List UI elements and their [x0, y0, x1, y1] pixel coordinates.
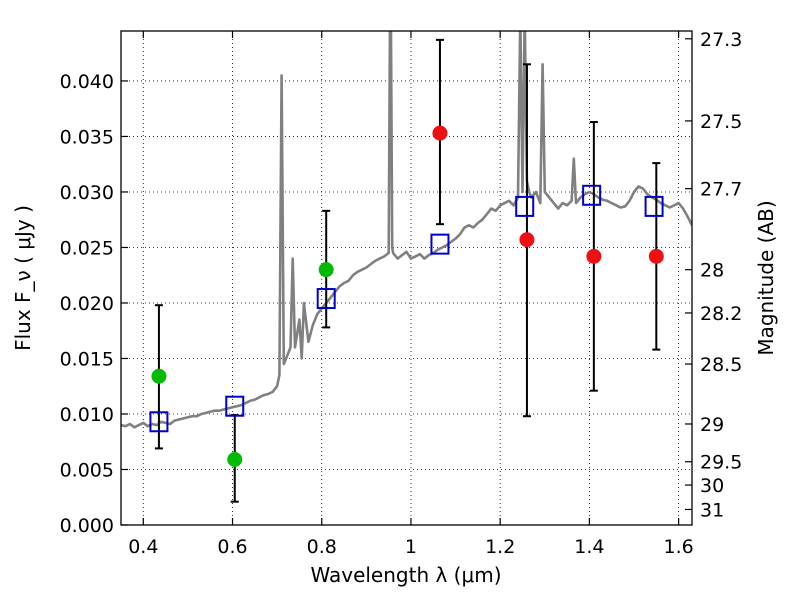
y-tick-label: 0.025 [60, 237, 114, 259]
y-tick-label: 0.005 [60, 459, 114, 481]
y-tick-label: 0.020 [60, 293, 114, 315]
x-tick-label: 1.2 [485, 536, 515, 558]
y-tick-label: 0.040 [60, 71, 114, 93]
nondetection-point [432, 125, 448, 141]
mag-tick-label: 30 [700, 475, 724, 497]
y-tick-label: 0.010 [60, 404, 114, 426]
x-tick-label: 1.4 [574, 536, 604, 558]
spectrum-line [121, 31, 692, 429]
mag-tick-label: 28.5 [700, 354, 742, 376]
detection-point [227, 452, 243, 468]
model-square [316, 288, 336, 310]
mag-tick-label: 28.2 [700, 303, 742, 325]
left-y-axis-label: Flux F_ν ( μJy ) [11, 205, 35, 351]
mag-tick-label: 27.7 [700, 179, 742, 201]
observed-points-layer [151, 125, 664, 468]
mag-tick-label: 27.5 [700, 111, 742, 133]
y-tick-label: 0.000 [60, 515, 114, 537]
x-tick-label: 0.8 [307, 536, 337, 558]
model-square [225, 395, 245, 417]
x-tick-label: 0.4 [128, 536, 158, 558]
mag-tick-label: 31 [700, 499, 724, 521]
mag-tick-label: 28 [700, 260, 724, 282]
right-y-axis-label: Magnitude (AB) [754, 200, 778, 355]
mag-tick-label: 27.3 [700, 29, 742, 51]
mag-tick-label: 29.5 [700, 452, 742, 474]
x-axis: 0.4 0.6 0.8 1 1.2 1.4 1.6 [128, 31, 694, 558]
model-square [430, 233, 450, 255]
nondetection-point [586, 248, 602, 264]
x-tick-label: 1 [405, 536, 417, 558]
model-square [149, 411, 169, 433]
model-photometry-layer [149, 184, 664, 433]
y-tick-label: 0.015 [60, 348, 114, 370]
x-axis-label: Wavelength λ (μm) [310, 563, 501, 587]
model-square [515, 195, 535, 217]
model-square [582, 184, 602, 206]
detection-point [318, 262, 334, 278]
model-square [644, 195, 664, 217]
plot-frame [120, 30, 693, 526]
spectrum-layer [121, 31, 692, 429]
x-tick-label: 1.6 [664, 536, 694, 558]
y-tick-label: 0.035 [60, 126, 114, 148]
x-tick-label: 0.6 [217, 536, 247, 558]
y-tick-label: 0.030 [60, 182, 114, 204]
detection-point [151, 368, 167, 384]
nondetection-point [648, 248, 664, 264]
left-y-axis: 0.000 0.005 0.010 0.015 0.020 0.025 0.030 0.035… [60, 71, 128, 537]
nondetection-point [519, 232, 535, 248]
mag-tick-label: 29 [700, 414, 724, 436]
